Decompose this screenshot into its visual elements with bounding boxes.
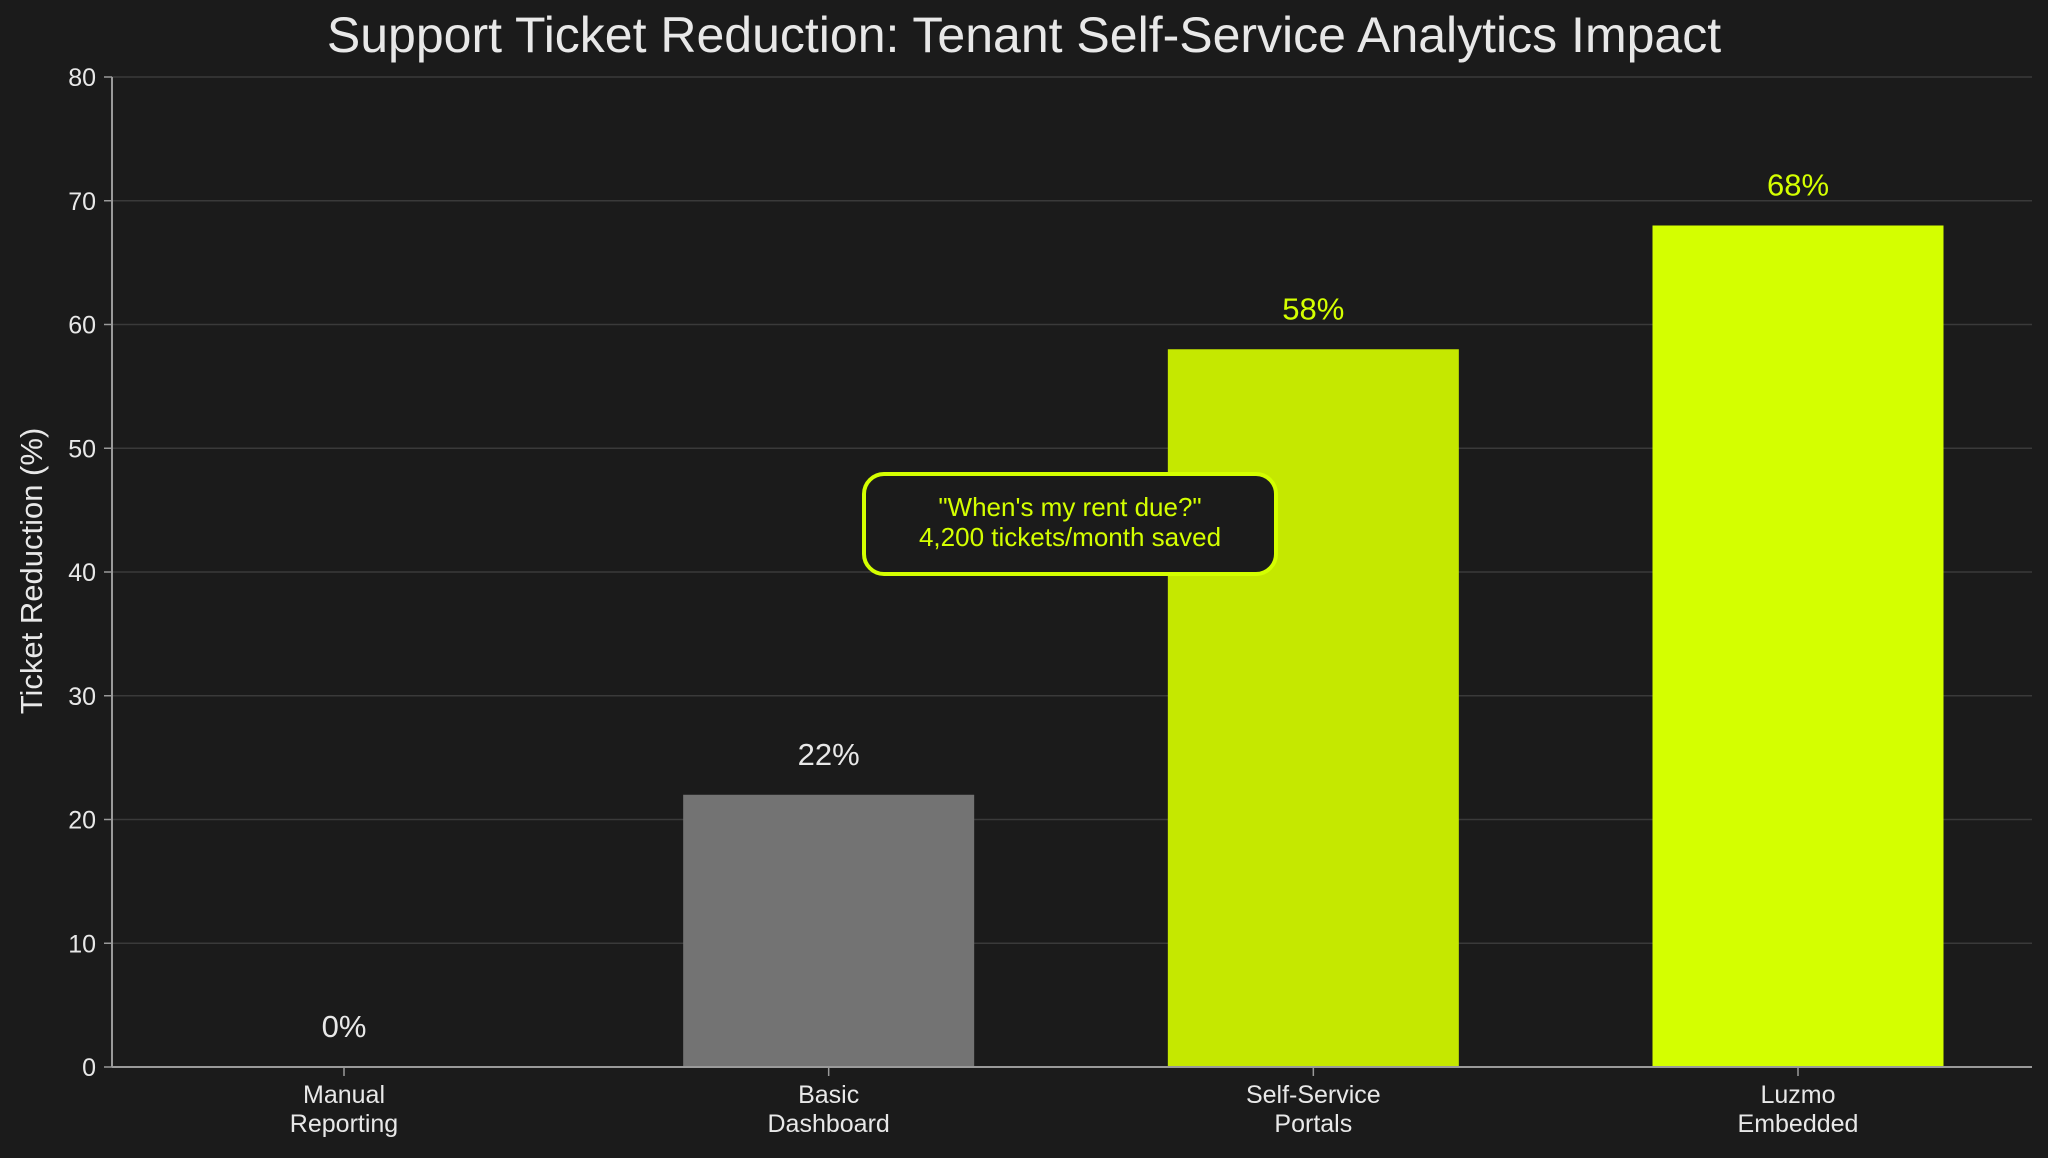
value-label: 58% xyxy=(1282,291,1344,326)
y-tick-label: 70 xyxy=(68,188,96,216)
y-tick-label: 0 xyxy=(82,1054,96,1082)
y-axis-label: Ticket Reduction (%) xyxy=(14,428,49,715)
x-tick-label: Manual Reporting xyxy=(290,1081,398,1138)
annotation-text: 4,200 tickets/month saved xyxy=(919,522,1221,552)
y-tick-label: 80 xyxy=(68,64,96,92)
gridlines xyxy=(112,76,2032,944)
bar xyxy=(683,794,975,1067)
y-tick-label: 50 xyxy=(68,435,96,463)
y-tick-label: 20 xyxy=(68,807,96,835)
annotation-text: "When's my rent due?" xyxy=(938,492,1201,522)
bars xyxy=(683,225,1944,1067)
value-label: 68% xyxy=(1767,168,1829,203)
y-tick-label: 60 xyxy=(68,312,96,340)
x-tick-label: Luzmo Embedded xyxy=(1738,1081,1859,1138)
annotation: "When's my rent due?"4,200 tickets/month… xyxy=(862,472,1278,576)
y-tick-label: 40 xyxy=(68,559,96,587)
x-tick-label: Basic Dashboard xyxy=(768,1081,890,1138)
y-tick-label: 10 xyxy=(68,930,96,958)
chart-title: Support Ticket Reduction: Tenant Self-Se… xyxy=(327,7,1721,63)
bar xyxy=(1652,225,1944,1067)
y-tick-label: 30 xyxy=(68,683,96,711)
axes: 0 10 20 30 40 50 60 70 80 Manual Reporting Basic Das… xyxy=(68,64,2032,1138)
x-tick-label: Self-Service Portals xyxy=(1246,1081,1381,1138)
value-label: 0% xyxy=(322,1009,367,1044)
value-label: 22% xyxy=(798,737,860,772)
bar xyxy=(1167,349,1459,1067)
annotation-box xyxy=(862,472,1278,576)
value-labels: 0% 22% 58% 68% xyxy=(322,168,1829,1045)
